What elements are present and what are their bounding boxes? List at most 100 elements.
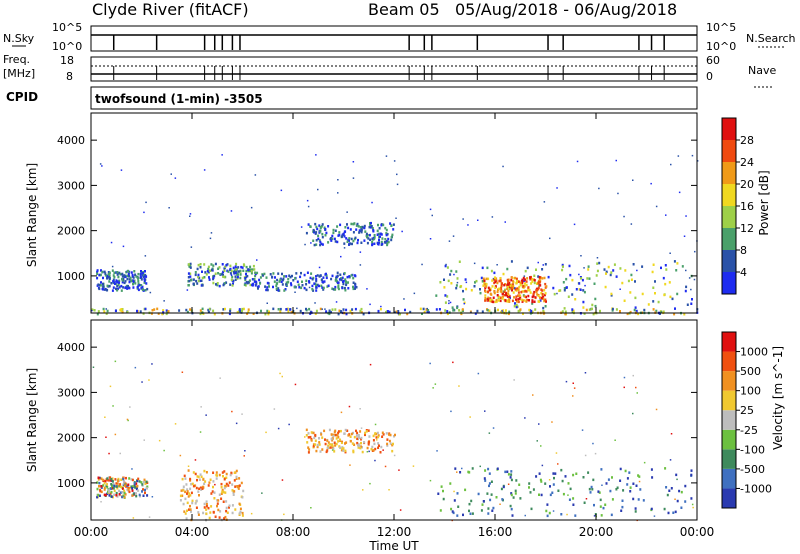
echo-cell bbox=[296, 307, 298, 310]
echo-cell bbox=[120, 308, 123, 311]
echo-cell bbox=[106, 486, 109, 489]
echo-cell bbox=[539, 296, 541, 299]
echo-cell bbox=[108, 271, 111, 274]
echo-cell bbox=[366, 446, 369, 450]
echo-cell bbox=[343, 286, 346, 290]
colorbar-swatch bbox=[722, 371, 736, 391]
echo-cell bbox=[277, 427, 280, 430]
freq-frame bbox=[90, 56, 698, 82]
echo-cell bbox=[655, 408, 658, 411]
echo-cell bbox=[247, 280, 250, 284]
echo-cell bbox=[338, 445, 341, 448]
echo-cell bbox=[605, 482, 608, 485]
echo-cell bbox=[129, 406, 131, 408]
echo-cell bbox=[180, 489, 183, 492]
echo-cell bbox=[546, 503, 549, 506]
echo-cell bbox=[344, 289, 347, 292]
colorbar-tick-label: 16 bbox=[740, 200, 754, 213]
echo-cell bbox=[479, 465, 481, 468]
echo-cell bbox=[218, 266, 221, 269]
echo-cell bbox=[493, 271, 496, 275]
echo-cell bbox=[512, 291, 515, 294]
echo-cell bbox=[116, 482, 119, 485]
echo-cell bbox=[308, 286, 311, 289]
echo-cell bbox=[474, 312, 477, 315]
echo-cell bbox=[352, 177, 355, 179]
echo-cell bbox=[301, 284, 304, 287]
echo-cell bbox=[328, 443, 331, 446]
echo-cell bbox=[677, 155, 680, 157]
echo-cell bbox=[524, 514, 526, 517]
echo-cell bbox=[185, 517, 188, 520]
echo-cell bbox=[579, 288, 582, 291]
nsearch-tick-top: 10^5 bbox=[706, 21, 736, 34]
echo-cell bbox=[209, 511, 212, 514]
echo-cell bbox=[100, 486, 103, 489]
echo-cell bbox=[670, 487, 673, 490]
echo-cell bbox=[102, 484, 105, 487]
echo-cell bbox=[130, 485, 133, 488]
echo-cell bbox=[509, 284, 512, 288]
echo-cell bbox=[125, 476, 127, 480]
echo-cell bbox=[219, 377, 221, 379]
echo-cell bbox=[315, 309, 318, 313]
echo-cell bbox=[122, 286, 125, 289]
echo-cell bbox=[185, 308, 188, 312]
echo-cell bbox=[374, 432, 377, 435]
echo-cell bbox=[257, 285, 260, 288]
echo-cell bbox=[654, 280, 656, 283]
echo-cell bbox=[665, 486, 668, 489]
echo-cell bbox=[307, 451, 310, 454]
echo-cell bbox=[691, 298, 693, 301]
echo-cell bbox=[314, 282, 317, 286]
echo-cell bbox=[255, 282, 258, 285]
echo-cell bbox=[218, 493, 221, 496]
echo-cell bbox=[626, 477, 629, 480]
echo-cell bbox=[228, 312, 231, 316]
echo-cell bbox=[514, 276, 517, 280]
echo-cell bbox=[128, 278, 131, 281]
echo-cell bbox=[339, 446, 342, 449]
echo-cell bbox=[201, 307, 204, 311]
echo-cell bbox=[398, 469, 400, 471]
echo-cell bbox=[105, 484, 108, 487]
echo-cell bbox=[527, 286, 530, 289]
echo-cell bbox=[268, 310, 270, 313]
echo-cell bbox=[333, 441, 336, 444]
nave-tick-top: 60 bbox=[706, 54, 720, 67]
echo-cell bbox=[341, 446, 344, 449]
echo-cell bbox=[325, 272, 327, 276]
echo-cell bbox=[503, 293, 506, 297]
echo-cell bbox=[327, 444, 330, 447]
echo-cell bbox=[132, 282, 134, 286]
echo-cell bbox=[138, 283, 141, 287]
y-tick-label: 4000 bbox=[57, 134, 85, 147]
echo-cell bbox=[247, 269, 250, 273]
echo-cell bbox=[481, 503, 484, 506]
echo-cell bbox=[487, 277, 490, 281]
echo-cell bbox=[651, 476, 654, 479]
echo-cell bbox=[264, 312, 267, 316]
echo-cell bbox=[463, 301, 466, 304]
echo-cell bbox=[591, 307, 593, 311]
echo-cell bbox=[277, 289, 280, 292]
echo-cell bbox=[370, 448, 373, 451]
echo-cell bbox=[208, 269, 211, 272]
echo-cell bbox=[491, 216, 494, 218]
echo-cell bbox=[228, 506, 230, 509]
echo-cell bbox=[166, 311, 169, 314]
cpid-label: CPID bbox=[6, 90, 38, 104]
echo-cell bbox=[582, 300, 585, 304]
echo-cell bbox=[122, 483, 125, 486]
echo-cell bbox=[632, 374, 634, 377]
echo-cell bbox=[97, 283, 100, 286]
echo-cell bbox=[372, 449, 375, 452]
echo-cell bbox=[451, 306, 454, 309]
time-axis: 00:00 04:00 08:00 12:00 16:00 20:00 00:00 bbox=[74, 113, 714, 539]
echo-cell bbox=[537, 261, 539, 264]
echo-cell bbox=[105, 312, 108, 315]
echo-cell bbox=[582, 289, 585, 292]
echo-cell bbox=[515, 282, 518, 285]
echo-cell bbox=[294, 285, 297, 289]
echo-cell bbox=[344, 442, 346, 445]
